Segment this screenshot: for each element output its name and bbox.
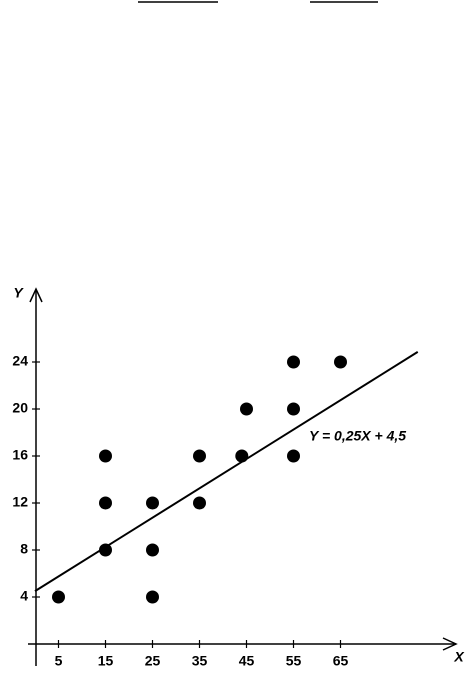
x-tick-label: 5: [55, 653, 63, 669]
fit-equation: Y = 0,25X + 4,5: [309, 428, 406, 444]
x-axis-arrow: [442, 637, 458, 651]
point: [99, 496, 112, 510]
y-tick-label: 4: [20, 588, 28, 604]
point: [146, 496, 159, 510]
point: [99, 543, 112, 557]
point: [193, 449, 206, 463]
point: [52, 590, 65, 604]
fit-line: [34, 351, 419, 592]
y-tick-label: 16: [12, 447, 28, 463]
point: [193, 496, 206, 510]
x-tick-label: 55: [286, 653, 302, 669]
x-tick-label: 45: [239, 653, 255, 669]
point: [240, 402, 253, 416]
point: [146, 590, 159, 604]
point: [287, 355, 300, 369]
y-tick-label: 12: [12, 494, 28, 510]
point: [287, 402, 300, 416]
x-tick-label: 25: [145, 653, 161, 669]
x-tick-label: 65: [333, 653, 349, 669]
x-axis-label: X: [453, 649, 465, 665]
y-axis-label: Y: [13, 285, 24, 301]
point: [99, 449, 112, 463]
point: [235, 449, 249, 463]
y-tick-label: 8: [20, 541, 28, 557]
x-tick-label: 35: [192, 653, 208, 669]
y-axis-arrow: [29, 287, 43, 303]
point: [146, 543, 159, 557]
point: [334, 355, 347, 369]
x-tick-label: 15: [98, 653, 114, 669]
y-tick-label: 24: [12, 353, 28, 369]
y-tick-label: 20: [12, 400, 28, 416]
point: [287, 449, 300, 463]
